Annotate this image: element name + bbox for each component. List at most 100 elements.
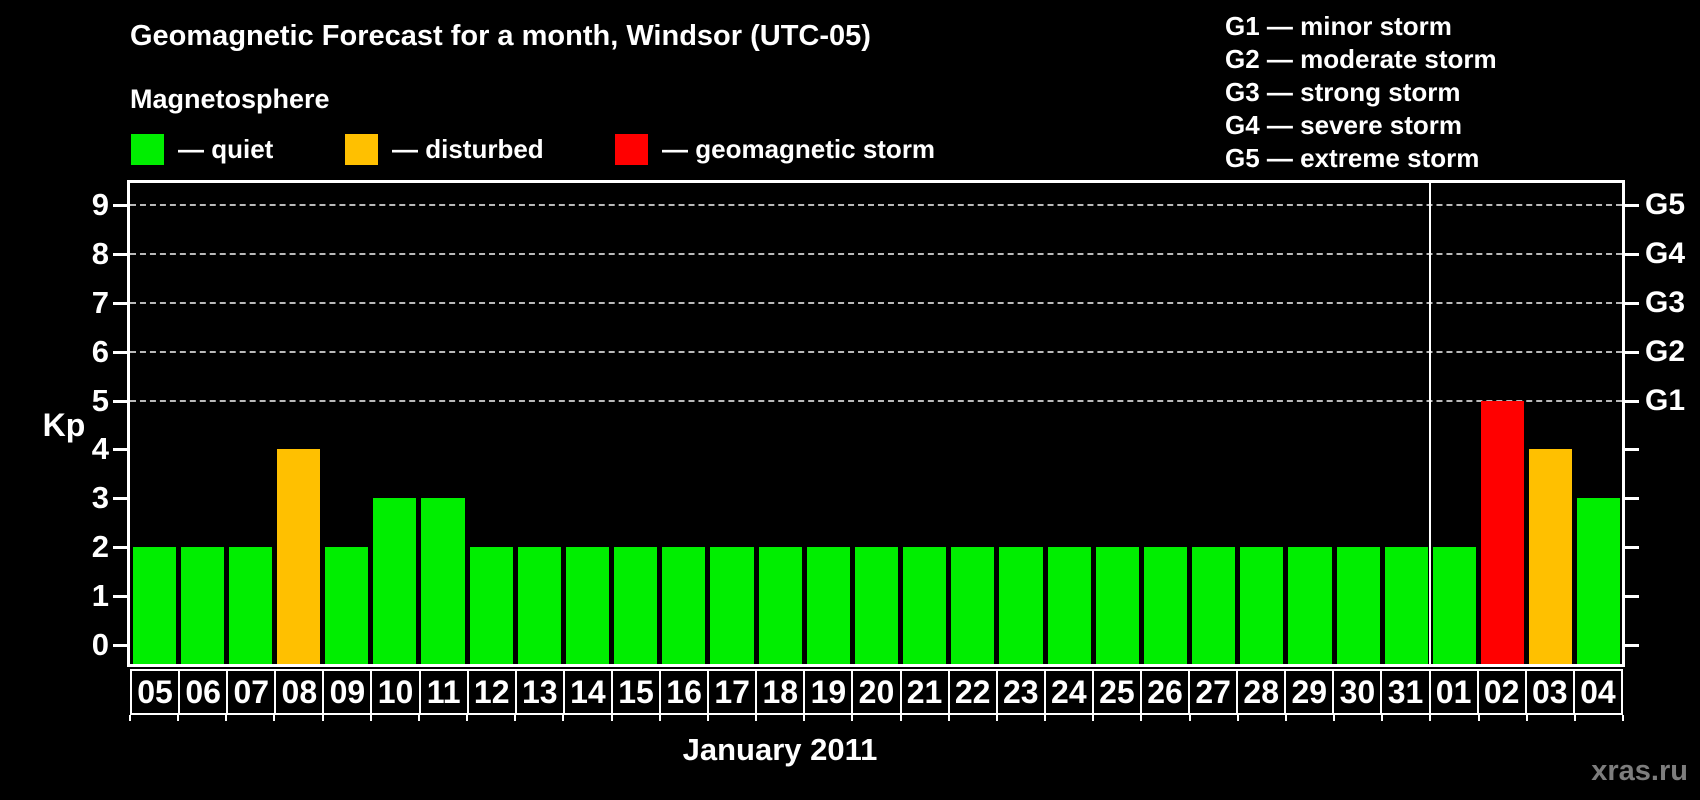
plot-area [127, 180, 1625, 667]
y-tick-right-5 [1625, 399, 1639, 403]
g-scale-label-G2: G2 [1645, 334, 1686, 368]
bar-day-19 [806, 547, 850, 664]
y-tick-left-8 [113, 252, 127, 256]
bar-day-13 [517, 547, 561, 664]
legend-swatch-quiet [131, 134, 164, 165]
day-boundary-tick-30 [1573, 715, 1576, 721]
gridline-kp8 [130, 252, 1622, 255]
magnetosphere-label: Magnetosphere [130, 84, 330, 114]
bar-day-20 [854, 547, 899, 664]
bar-day-07 [228, 547, 272, 664]
day-cell-31: 31 [1380, 671, 1428, 713]
day-cell-25: 25 [1091, 671, 1140, 713]
day-boundary-tick-20 [1092, 715, 1095, 721]
gscale-legend-line-5: G5 — extreme storm [1225, 143, 1480, 173]
day-boundary-tick-19 [1044, 715, 1047, 721]
day-boundary-tick-29 [1525, 715, 1528, 721]
day-cell-03: 03 [1524, 671, 1573, 713]
day-cell-08: 08 [274, 671, 322, 713]
day-boundary-tick-14 [803, 715, 806, 721]
legend-label-quiet: — quiet [178, 134, 274, 164]
day-boundary-tick-12 [706, 715, 709, 721]
page-title: Geomagnetic Forecast for a month, Windso… [130, 20, 871, 52]
day-cell-12: 12 [466, 671, 515, 713]
day-cell-28: 28 [1236, 671, 1284, 713]
day-cell-11: 11 [418, 671, 467, 713]
gscale-legend-line-3: G3 — strong storm [1225, 77, 1461, 107]
day-cell-23: 23 [995, 671, 1044, 713]
bar-day-09 [325, 547, 369, 664]
day-cell-27: 27 [1188, 671, 1236, 713]
y-tick-label-5: 5 [91, 382, 109, 418]
bar-day-14 [565, 547, 610, 664]
day-boundary-tick-6 [417, 715, 420, 721]
y-tick-right-9 [1625, 203, 1639, 207]
bar-day-21 [903, 547, 947, 664]
day-cell-04: 04 [1572, 671, 1621, 713]
legend-item-storm: — geomagnetic storm [615, 133, 935, 166]
day-boundary-tick-31 [1622, 715, 1624, 721]
bar-day-27 [1192, 547, 1236, 664]
y-tick-label-1: 1 [91, 578, 109, 614]
gscale-legend-line-2: G2 — moderate storm [1225, 44, 1497, 74]
day-cell-15: 15 [610, 671, 659, 713]
y-tick-left-7 [113, 301, 127, 305]
legend-swatch-disturbed [345, 134, 378, 165]
y-tick-right-6 [1625, 350, 1639, 354]
day-boundary-tick-16 [899, 715, 902, 721]
y-tick-label-9: 9 [91, 186, 109, 222]
day-boundary-tick-27 [1429, 715, 1432, 721]
y-tick-left-9 [113, 203, 127, 207]
bar-day-25 [1095, 547, 1139, 664]
y-tick-label-2: 2 [91, 529, 109, 565]
bar-day-26 [1143, 547, 1188, 664]
bar-day-22 [951, 547, 995, 664]
day-boundary-tick-11 [658, 715, 661, 721]
gscale-legend-line-4: G4 — severe storm [1225, 110, 1463, 140]
y-tick-left-4 [113, 448, 127, 452]
y-tick-label-3: 3 [91, 480, 109, 516]
month-separator-line [1429, 183, 1432, 664]
day-cell-17: 17 [707, 671, 755, 713]
bar-day-05 [132, 547, 176, 664]
y-tick-right-1 [1625, 595, 1639, 599]
day-boundary-tick-1 [177, 715, 180, 721]
bar-day-24 [1047, 547, 1091, 664]
x-axis-day-row: 05 06 07 08 09 10 11 12 13 14 15 16 17 18 19 20 21 22 23 24… [130, 669, 1623, 715]
day-boundary-tick-21 [1140, 715, 1143, 721]
y-tick-label-7: 7 [91, 284, 109, 320]
y-tick-left-2 [113, 546, 127, 550]
day-cell-22: 22 [947, 671, 996, 713]
day-boundary-tick-26 [1381, 715, 1384, 721]
bar-day-23 [999, 547, 1043, 664]
month-label: January 2011 [682, 732, 878, 767]
bar-day-03 [1529, 449, 1573, 664]
day-boundary-tick-15 [851, 715, 854, 721]
gridline-kp5 [130, 399, 1622, 402]
y-tick-label-8: 8 [91, 235, 109, 271]
legend-label-disturbed: — disturbed [392, 134, 544, 164]
bar-day-01 [1432, 547, 1476, 664]
day-boundary-tick-13 [755, 715, 758, 721]
day-cell-19: 19 [803, 671, 851, 713]
y-tick-right-3 [1625, 497, 1639, 501]
day-cell-02: 02 [1476, 671, 1525, 713]
bar-day-28 [1240, 547, 1284, 664]
bar-day-18 [758, 547, 802, 664]
day-cell-16: 16 [659, 671, 707, 713]
bar-day-16 [662, 547, 706, 664]
y-tick-right-7 [1625, 301, 1639, 305]
legend-item-quiet: — quiet [131, 133, 273, 166]
day-cell-05: 05 [137, 673, 173, 710]
bar-day-31 [1384, 547, 1428, 664]
gridline-kp9 [130, 203, 1622, 206]
day-boundary-tick-24 [1284, 715, 1287, 721]
gridline-kp7 [130, 301, 1622, 304]
g-scale-label-G5: G5 [1645, 187, 1686, 221]
day-boundary-tick-22 [1188, 715, 1191, 721]
y-tick-left-6 [113, 350, 127, 354]
day-cell-14: 14 [562, 671, 611, 713]
day-cell-07: 07 [226, 671, 274, 713]
gscale-legend-line-1: G1 — minor storm [1225, 11, 1452, 41]
